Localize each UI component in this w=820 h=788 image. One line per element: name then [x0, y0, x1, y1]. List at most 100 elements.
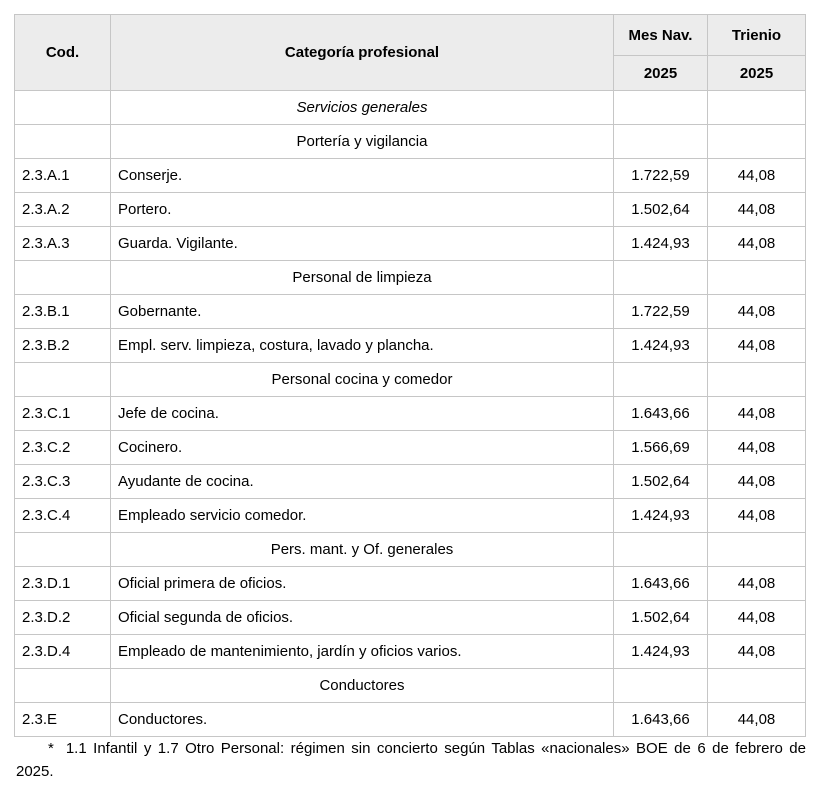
table-row: 2.3.A.1 Conserje. 1.722,59 44,08: [14, 158, 806, 193]
empty-cell: [14, 362, 111, 397]
salary-table: Cod. Categoría profesional Mes Nav. Trie…: [14, 14, 806, 737]
salary-table-header: Cod. Categoría profesional Mes Nav. Trie…: [14, 14, 806, 91]
categoria-cell: Ayudante de cocina.: [110, 464, 614, 499]
empty-cell: [613, 362, 708, 397]
categoria-cell: Oficial primera de oficios.: [110, 566, 614, 601]
empty-cell: [707, 362, 806, 397]
trienio-cell: 44,08: [707, 464, 806, 499]
empty-cell: [707, 90, 806, 125]
header-row-titles: Cod. Categoría profesional Mes Nav. Trie…: [14, 14, 806, 91]
mes-nav-cell: 1.566,69: [613, 430, 708, 465]
empty-cell: [707, 124, 806, 159]
cod-cell: 2.3.B.1: [14, 294, 111, 329]
trienio-cell: 44,08: [707, 600, 806, 635]
empty-cell: [613, 90, 708, 125]
cod-cell: 2.3.D.1: [14, 566, 111, 601]
empty-cell: [14, 260, 111, 295]
section-label: Servicios generales: [110, 90, 614, 125]
trienio-cell: 44,08: [707, 396, 806, 431]
table-row: 2.3.D.4 Empleado de mantenimiento, jardín…: [14, 634, 806, 669]
cod-cell: 2.3.C.3: [14, 464, 111, 499]
trienio-cell: 44,08: [707, 192, 806, 227]
categoria-cell: Empl. serv. limpieza, costura, lavado y …: [110, 328, 614, 363]
mes-nav-cell: 1.722,59: [613, 158, 708, 193]
header-row-years: 2025 2025: [15, 55, 806, 91]
table-row: 2.3.D.1 Oficial primera de oficios. 1.643,…: [14, 566, 806, 601]
empty-cell: [14, 90, 111, 125]
mes-nav-cell: 1.424,93: [613, 328, 708, 363]
categoria-cell: Empleado de mantenimiento, jardín y ofic…: [110, 634, 614, 669]
cod-cell: 2.3.D.2: [14, 600, 111, 635]
section-row: Personal cocina y comedor: [14, 362, 806, 397]
mes-nav-cell: 1.424,93: [613, 634, 708, 669]
section-row: Servicios generales: [14, 90, 806, 125]
empty-cell: [14, 532, 111, 567]
categoria-cell: Empleado servicio comedor.: [110, 498, 614, 533]
empty-cell: [14, 668, 111, 703]
table-row: 2.3.E Conductores. 1.643,66 44,08: [14, 702, 806, 737]
categoria-cell: Guarda. Vigilante.: [110, 226, 614, 261]
col-header-mes-nav-year: 2025: [613, 55, 708, 91]
cod-cell: 2.3.C.2: [14, 430, 111, 465]
footnote-text: 1.1 Infantil y 1.7 Otro Personal: régime…: [16, 740, 806, 780]
categoria-cell: Jefe de cocina.: [110, 396, 614, 431]
col-header-trienio-year: 2025: [707, 55, 806, 91]
trienio-cell: 44,08: [707, 566, 806, 601]
salary-table-body: Servicios generales Portería y vigilancia…: [14, 90, 806, 737]
table-row: 2.3.C.4 Empleado servicio comedor. 1.424,9…: [14, 498, 806, 533]
categoria-cell: Oficial segunda de oficios.: [110, 600, 614, 635]
empty-cell: [707, 260, 806, 295]
cod-cell: 2.3.A.3: [14, 226, 111, 261]
empty-cell: [707, 532, 806, 567]
cod-cell: 2.3.C.1: [14, 396, 111, 431]
empty-cell: [613, 532, 708, 567]
table-row: 2.3.D.2 Oficial segunda de oficios. 1.502,…: [14, 600, 806, 635]
cod-cell: 2.3.A.1: [14, 158, 111, 193]
categoria-cell: Conductores.: [110, 702, 614, 737]
table-row: 2.3.C.3 Ayudante de cocina. 1.502,64 44,08: [14, 464, 806, 499]
table-row: 2.3.C.1 Jefe de cocina. 1.643,66 44,08: [14, 396, 806, 431]
mes-nav-cell: 1.502,64: [613, 464, 708, 499]
footnote: * 1.1 Infantil y 1.7 Otro Personal: régim…: [16, 738, 806, 783]
empty-cell: [14, 124, 111, 159]
cod-cell: 2.3.D.4: [14, 634, 111, 669]
mes-nav-cell: 1.424,93: [613, 226, 708, 261]
col-header-categoria: Categoría profesional: [110, 14, 614, 91]
section-row: Conductores: [14, 668, 806, 703]
section-label: Personal de limpieza: [110, 260, 614, 295]
empty-cell: [613, 260, 708, 295]
trienio-cell: 44,08: [707, 158, 806, 193]
table-row: 2.3.B.2 Empl. serv. limpieza, costura, la…: [14, 328, 806, 363]
mes-nav-cell: 1.502,64: [613, 192, 708, 227]
cod-cell: 2.3.B.2: [14, 328, 111, 363]
section-row: Portería y vigilancia: [14, 124, 806, 159]
trienio-cell: 44,08: [707, 328, 806, 363]
categoria-cell: Cocinero.: [110, 430, 614, 465]
section-label: Pers. mant. y Of. generales: [110, 532, 614, 567]
trienio-cell: 44,08: [707, 702, 806, 737]
col-header-cod: Cod.: [14, 14, 111, 91]
trienio-cell: 44,08: [707, 634, 806, 669]
section-label: Portería y vigilancia: [110, 124, 614, 159]
categoria-cell: Conserje.: [110, 158, 614, 193]
section-label: Personal cocina y comedor: [110, 362, 614, 397]
mes-nav-cell: 1.643,66: [613, 702, 708, 737]
cod-cell: 2.3.C.4: [14, 498, 111, 533]
section-row: Pers. mant. y Of. generales: [14, 532, 806, 567]
table-row: 2.3.C.2 Cocinero. 1.566,69 44,08: [14, 430, 806, 465]
cod-cell: 2.3.E: [14, 702, 111, 737]
categoria-cell: Gobernante.: [110, 294, 614, 329]
table-row: 2.3.A.2 Portero. 1.502,64 44,08: [14, 192, 806, 227]
table-row: 2.3.A.3 Guarda. Vigilante. 1.424,93 44,08: [14, 226, 806, 261]
table-row: 2.3.B.1 Gobernante. 1.722,59 44,08: [14, 294, 806, 329]
cod-cell: 2.3.A.2: [14, 192, 111, 227]
mes-nav-cell: 1.643,66: [613, 396, 708, 431]
trienio-cell: 44,08: [707, 294, 806, 329]
mes-nav-cell: 1.502,64: [613, 600, 708, 635]
trienio-cell: 44,08: [707, 226, 806, 261]
col-header-trienio: Trienio: [707, 14, 806, 56]
trienio-cell: 44,08: [707, 430, 806, 465]
empty-cell: [613, 668, 708, 703]
col-header-mes-nav: Mes Nav.: [613, 14, 708, 56]
